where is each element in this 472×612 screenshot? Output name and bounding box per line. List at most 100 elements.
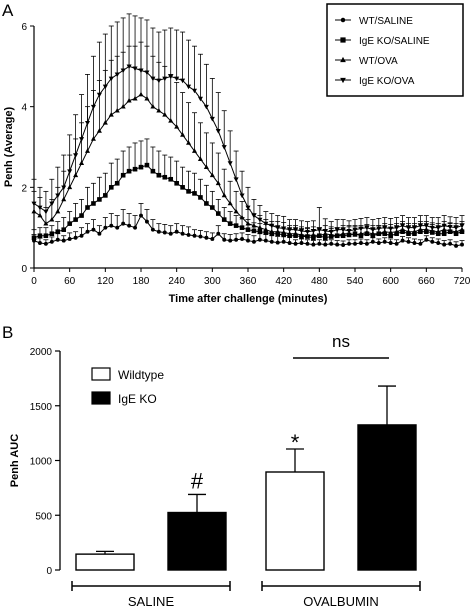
- data-point: [293, 241, 298, 246]
- data-point: [162, 230, 167, 235]
- data-point: [132, 166, 138, 172]
- y-tick-label: 0: [46, 566, 52, 577]
- data-point: [222, 237, 227, 242]
- data-point: [198, 234, 203, 239]
- data-point: [84, 120, 91, 126]
- data-point: [394, 228, 400, 234]
- data-point: [418, 229, 423, 234]
- data-point: [429, 225, 435, 231]
- data-point: [191, 148, 198, 153]
- legend-marker: [340, 77, 346, 84]
- data-point: [221, 192, 227, 198]
- data-point: [400, 238, 405, 243]
- data-point: [340, 227, 346, 233]
- data-point: [61, 196, 67, 202]
- data-point: [293, 227, 299, 233]
- data-point: [156, 78, 162, 84]
- legend-marker: [340, 17, 346, 23]
- data-point: [323, 242, 328, 247]
- data-point: [67, 221, 72, 226]
- data-point: [418, 241, 423, 246]
- x-tick-label: 420: [275, 276, 292, 287]
- data-point: [246, 238, 250, 243]
- data-point: [174, 124, 180, 129]
- legend-label: IgE KO/SALINE: [359, 36, 430, 47]
- data-point: [287, 227, 293, 233]
- data-point: [245, 220, 251, 226]
- x-tick-label: 660: [418, 276, 435, 287]
- data-point: [388, 233, 393, 239]
- data-point: [132, 66, 138, 72]
- data-point: [239, 193, 245, 199]
- data-point: [269, 223, 275, 229]
- data-point: [435, 228, 441, 234]
- category-label: OVALBUMIN: [303, 594, 379, 609]
- data-point: [180, 132, 186, 137]
- data-point: [168, 118, 174, 123]
- legend-marker: [340, 37, 346, 43]
- data-point: [43, 241, 48, 246]
- data-point: [257, 237, 262, 242]
- data-point: [79, 233, 84, 238]
- data-point: [448, 241, 453, 246]
- data-point: [150, 103, 156, 109]
- data-point: [204, 235, 209, 240]
- data-point: [210, 237, 215, 241]
- data-point: [251, 239, 256, 244]
- data-point: [263, 226, 269, 232]
- y-axis-title: Penh AUC: [9, 434, 21, 487]
- data-point: [305, 241, 310, 246]
- data-point: [121, 221, 126, 226]
- data-point: [406, 231, 411, 237]
- data-point: [203, 164, 209, 170]
- data-point: [275, 231, 281, 237]
- data-point: [293, 233, 298, 239]
- data-point: [423, 226, 429, 232]
- data-point: [186, 140, 192, 145]
- data-point: [91, 227, 96, 232]
- data-point: [215, 180, 221, 186]
- data-point: [269, 231, 275, 237]
- bar-ige-ko-ovalbumin: [357, 424, 417, 571]
- data-point: [275, 228, 281, 234]
- bar-ige-ko-saline: [167, 511, 227, 571]
- data-point: [447, 228, 453, 233]
- data-point: [85, 205, 90, 210]
- data-point: [90, 136, 96, 141]
- data-point: [227, 200, 233, 206]
- bar-wildtype-ovalbumin: [265, 471, 325, 571]
- data-point: [334, 232, 340, 238]
- y-tick-label: 6: [21, 22, 27, 33]
- data-point: [73, 217, 78, 222]
- data-point: [257, 224, 263, 230]
- data-point: [340, 230, 346, 236]
- data-point: [370, 233, 376, 239]
- data-point: [376, 226, 382, 232]
- data-point: [150, 76, 156, 82]
- panel-b-letter: B: [2, 323, 13, 342]
- data-point: [37, 241, 42, 245]
- data-point: [37, 212, 43, 218]
- data-point: [304, 229, 310, 235]
- data-point: [310, 229, 316, 234]
- data-point: [394, 231, 399, 237]
- data-point: [108, 111, 114, 117]
- y-tick-label: 1500: [30, 402, 53, 413]
- data-point: [316, 227, 322, 233]
- data-point: [435, 231, 441, 237]
- data-point: [340, 233, 346, 239]
- data-point: [233, 208, 239, 214]
- data-point: [215, 129, 221, 134]
- data-point: [109, 223, 114, 228]
- data-point: [144, 70, 150, 76]
- data-point: [174, 181, 179, 186]
- data-point: [221, 145, 227, 150]
- data-point: [168, 176, 174, 182]
- legend: Wildtype IgE KO: [91, 367, 164, 406]
- data-point: [192, 233, 197, 238]
- x-tick-label: 0: [31, 276, 37, 287]
- data-point: [168, 74, 174, 80]
- data-point: [216, 231, 221, 236]
- data-point: [269, 228, 275, 234]
- data-point: [435, 225, 441, 231]
